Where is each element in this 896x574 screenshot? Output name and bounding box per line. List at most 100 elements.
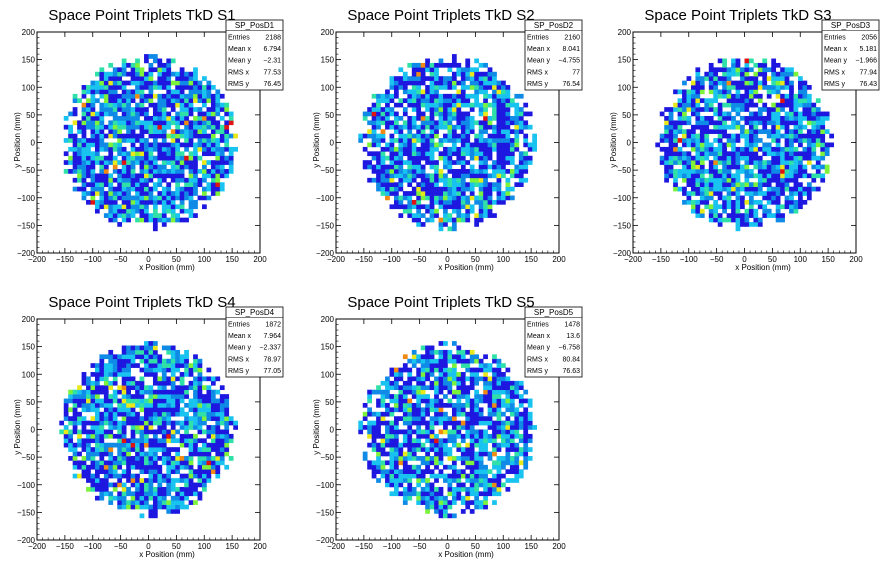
histogram-cell: [393, 420, 399, 426]
histogram-cell: [103, 407, 109, 413]
histogram-cell: [175, 363, 181, 368]
histogram-cell: [157, 93, 163, 99]
histogram-cell: [416, 133, 422, 139]
histogram-cell: [197, 402, 203, 408]
histogram-cell: [193, 358, 198, 364]
histogram-cell: [224, 169, 230, 174]
stats-box-name: SP_PosD2: [534, 21, 574, 30]
histogram-cell: [735, 124, 741, 130]
histogram-cell: [505, 120, 511, 126]
histogram-cell: [130, 425, 136, 430]
histogram-cell: [81, 129, 87, 134]
histogram-cell: [407, 204, 413, 210]
histogram-cell: [393, 429, 399, 435]
histogram-cell: [478, 177, 484, 183]
histogram-cell: [219, 169, 225, 174]
histogram-cell: [184, 133, 189, 139]
stats-label: Mean x: [228, 46, 251, 53]
histogram-cell: [121, 133, 127, 139]
histogram-cell: [451, 469, 457, 474]
histogram-cell: [389, 80, 395, 86]
histogram-cell: [393, 151, 399, 157]
stats-value: 8.041: [562, 46, 580, 53]
histogram-cell: [385, 425, 390, 430]
histogram-cell: [496, 129, 502, 134]
histogram-cell: [820, 111, 826, 117]
histogram-cell: [63, 169, 69, 174]
histogram-cell: [753, 111, 759, 117]
histogram-cell: [722, 120, 727, 126]
histogram-cell: [434, 500, 439, 505]
histogram-cell: [152, 67, 158, 73]
histogram-cell: [496, 102, 502, 108]
histogram-cell: [483, 120, 488, 126]
histogram-cell: [659, 133, 665, 139]
histogram-cell: [175, 500, 181, 505]
histogram-cell: [376, 115, 381, 121]
histogram-panel-3: Space Point Triplets TkD S3−200 −150 −100−…: [609, 7, 880, 272]
histogram-cell: [99, 160, 105, 165]
histogram-cell: [496, 182, 502, 187]
histogram-cell: [130, 80, 136, 86]
histogram-cell: [202, 376, 207, 382]
stats-value: 76.54: [562, 81, 580, 88]
histogram-cell: [438, 442, 444, 448]
histogram-cell: [420, 182, 426, 187]
histogram-cell: [407, 195, 413, 201]
histogram-cell: [411, 469, 417, 474]
histogram-cell: [527, 160, 533, 165]
histogram-cell: [376, 142, 381, 148]
histogram-cell: [152, 398, 158, 404]
histogram-cell: [224, 442, 230, 448]
histogram-cell: [144, 85, 149, 90]
histogram-cell: [175, 469, 181, 474]
histogram-cell: [380, 164, 386, 170]
histogram-cell: [474, 93, 480, 99]
histogram-cell: [197, 464, 203, 470]
histogram-cell: [202, 98, 207, 104]
histogram-cell: [121, 411, 127, 417]
histogram-cell: [170, 376, 176, 382]
histogram-cell: [389, 138, 395, 143]
histogram-cell: [215, 93, 221, 99]
histogram-cell: [784, 98, 790, 104]
histogram-cell: [206, 160, 212, 165]
histogram-cell: [139, 199, 145, 205]
histogram-cell: [385, 478, 390, 483]
histogram-cell: [139, 146, 145, 152]
histogram-cell: [144, 195, 149, 201]
histogram-cell: [478, 71, 484, 77]
histogram-cell: [135, 429, 140, 435]
histogram-cell: [99, 177, 105, 183]
histogram-cell: [393, 451, 399, 457]
histogram-cell: [130, 363, 136, 368]
histogram-cell: [86, 442, 91, 448]
histogram-cell: [425, 173, 430, 179]
histogram-cell: [420, 486, 426, 492]
histogram-cell: [420, 133, 426, 139]
histogram-cell: [193, 124, 198, 130]
histogram-cell: [228, 160, 234, 165]
histogram-cell: [210, 124, 216, 130]
histogram-cell: [451, 208, 457, 214]
histogram-cell: [121, 160, 127, 165]
histogram-cell: [496, 138, 502, 143]
histogram-cell: [90, 115, 96, 121]
histogram-cell: [806, 93, 812, 99]
histogram-cell: [206, 407, 212, 413]
histogram-cell: [144, 385, 149, 391]
histogram-cell: [188, 433, 194, 439]
histogram-cell: [757, 217, 763, 223]
histogram-cell: [726, 89, 732, 95]
histogram-cell: [393, 195, 399, 201]
histogram-cell: [103, 363, 109, 368]
histogram-cell: [193, 155, 198, 161]
histogram-cell: [99, 486, 105, 492]
histogram-cell: [682, 98, 687, 104]
histogram-cell: [726, 199, 732, 205]
histogram-cell: [121, 376, 127, 382]
histogram-cell: [161, 389, 167, 395]
histogram-cell: [130, 376, 136, 382]
histogram-cell: [722, 89, 727, 95]
histogram-cell: [447, 129, 453, 134]
